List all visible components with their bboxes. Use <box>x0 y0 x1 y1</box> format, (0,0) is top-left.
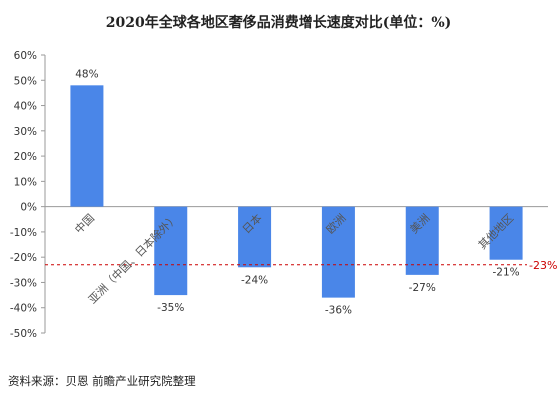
bars-layer <box>70 85 523 298</box>
y-tick-label: 10% <box>14 176 37 188</box>
reference-line-layer: -23% <box>45 259 557 272</box>
y-tick-label: 40% <box>14 101 37 113</box>
bar <box>154 206 188 296</box>
y-tick-label: -10% <box>10 227 37 239</box>
y-tick-label: -50% <box>10 328 37 340</box>
data-label: -21% <box>493 267 520 279</box>
y-tick-label: -20% <box>10 252 37 264</box>
data-label: -27% <box>409 282 436 294</box>
y-tick-label: -30% <box>10 277 37 289</box>
data-label: -36% <box>325 305 352 317</box>
y-tick-label: 0% <box>20 202 37 214</box>
y-tick-label: -40% <box>10 303 37 315</box>
axes-layer: 60% 50% 40% 30% 20% 10% 0% -10% -20% -30% -40% -50% <box>10 50 548 340</box>
data-label: 48% <box>75 68 98 80</box>
data-label: -24% <box>241 274 268 286</box>
bar <box>238 206 272 268</box>
category-label: 中国 <box>72 212 97 237</box>
bar <box>489 206 523 260</box>
y-tick-label: 20% <box>14 151 37 163</box>
bar <box>405 206 439 275</box>
y-tick-label: 30% <box>14 126 37 138</box>
y-tick-label: 60% <box>14 50 37 62</box>
reference-line-label: -23% <box>529 259 557 272</box>
chart-title: 2020年全球各地区奢侈品消费增长速度对比(单位：%) <box>105 15 452 31</box>
bar <box>321 206 355 298</box>
bar <box>70 85 104 207</box>
labels-layer: 48%中国-35%亚洲（中国、日本除外） -24%日本-36%欧洲-27%美洲-2… <box>72 68 519 316</box>
y-tick-label: 50% <box>14 75 37 87</box>
source-note: 资料来源：贝恩 前瞻产业研究院整理 <box>8 374 196 388</box>
data-label: -35% <box>157 302 184 314</box>
